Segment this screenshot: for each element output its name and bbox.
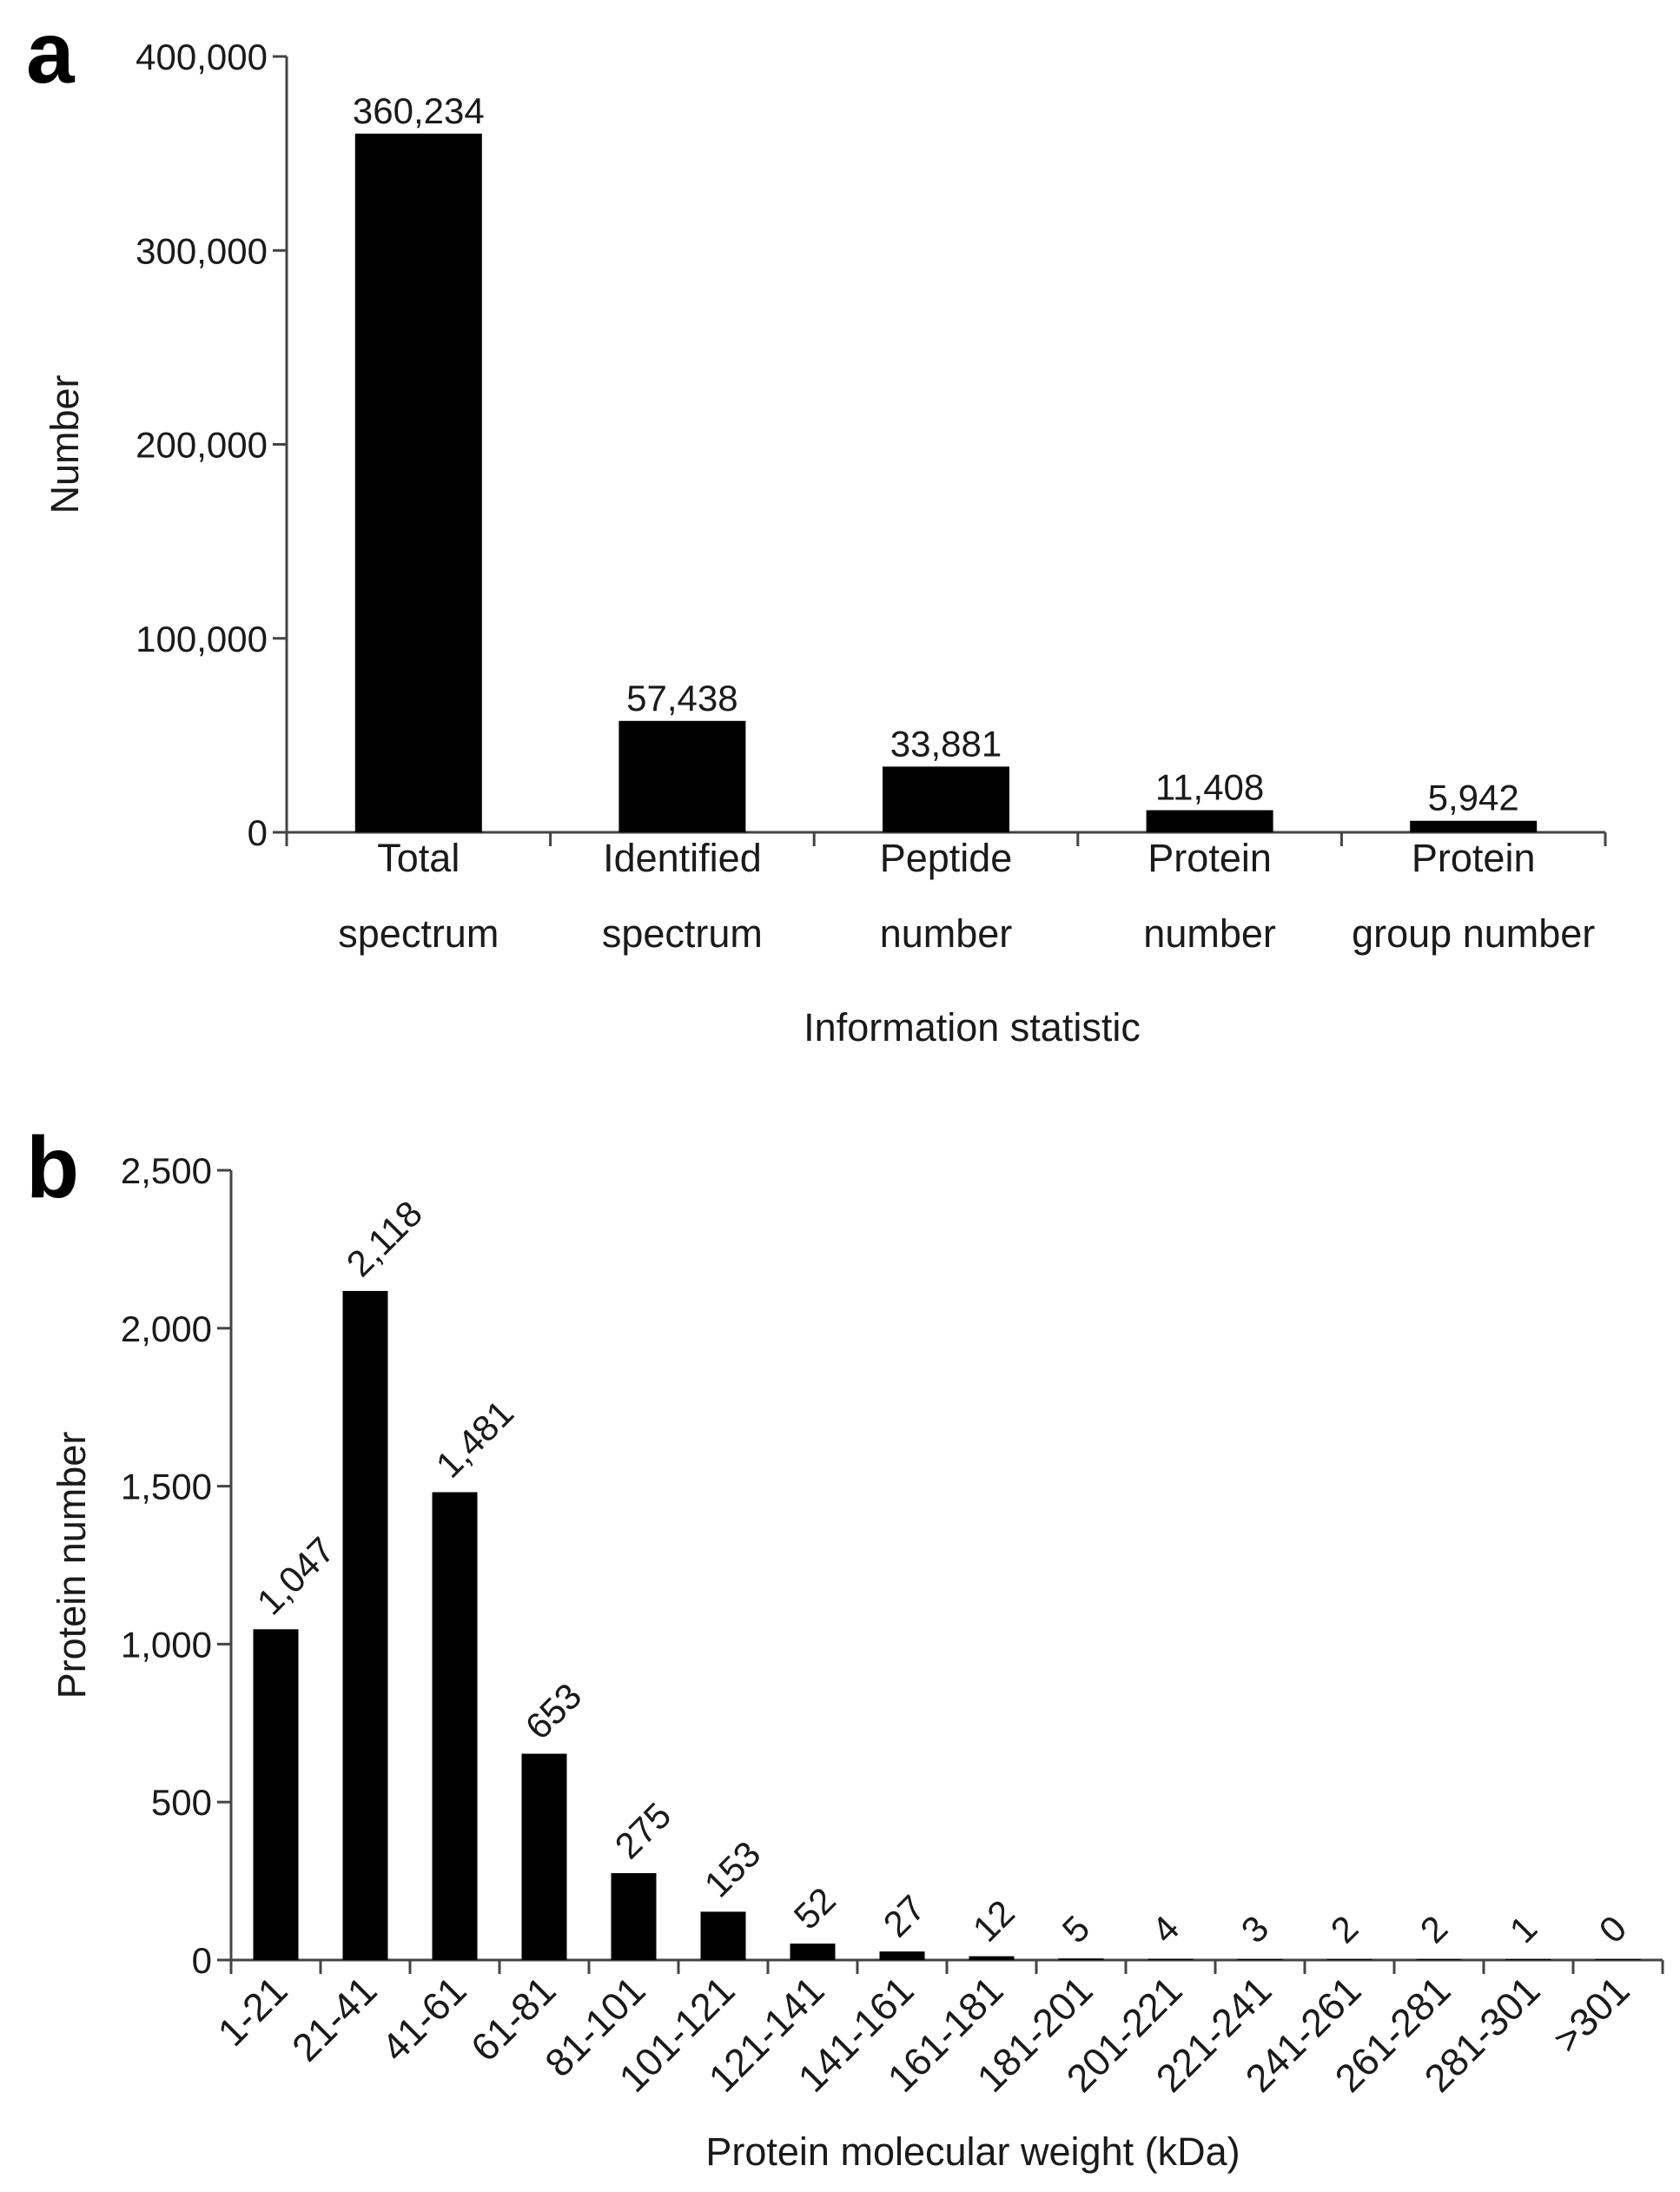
data-label: 0	[1591, 1908, 1635, 1951]
x-category-label-line1: Protein	[1148, 836, 1272, 880]
y-axis-title: Number	[43, 374, 87, 513]
data-label: 5	[1055, 1908, 1098, 1951]
bar	[1237, 1958, 1283, 1960]
bar	[618, 720, 746, 832]
bar	[1595, 1959, 1641, 1960]
bar	[1148, 1958, 1194, 1960]
y-tick-label: 500	[151, 1782, 212, 1823]
data-label: 57,438	[626, 678, 737, 719]
panel-b-letter: b	[26, 1119, 79, 1216]
x-axis-title: Information statistic	[804, 1005, 1141, 1050]
x-category-label-line1: Total	[377, 836, 460, 880]
data-label: 153	[697, 1833, 769, 1905]
x-category-label-line1: Identified	[603, 836, 762, 880]
data-label: 360,234	[353, 90, 485, 131]
bar	[1505, 1959, 1551, 1960]
data-label: 2	[1323, 1908, 1366, 1951]
bar	[969, 1956, 1015, 1960]
x-category-label: 21-41	[283, 1968, 385, 2069]
y-tick-label: 400,000	[136, 36, 268, 77]
panel-a-bar-chart: a 0 100,000 200,000 300,000 400,000 360,234 To…	[26, 4, 1607, 1050]
x-category-label-line2: spectrum	[602, 911, 763, 956]
data-label: 3	[1234, 1908, 1277, 1951]
data-label: 1,047	[249, 1529, 343, 1623]
bar	[1410, 820, 1538, 832]
data-label: 52	[786, 1879, 843, 1937]
bar	[700, 1911, 746, 1960]
x-category-label-line2: group number	[1352, 911, 1595, 956]
bar	[432, 1492, 478, 1960]
data-label: 4	[1144, 1908, 1187, 1951]
bar	[342, 1290, 388, 1960]
y-tick-label: 300,000	[136, 230, 268, 271]
x-category-label: >301	[1544, 1968, 1638, 2062]
x-category-label-line1: Peptide	[880, 836, 1013, 880]
data-label: 1	[1502, 1908, 1545, 1951]
y-tick-label: 1,500	[121, 1467, 212, 1507]
y-tick-label: 200,000	[136, 425, 268, 466]
panel-a-letter: a	[26, 4, 76, 102]
data-label: 275	[607, 1795, 679, 1867]
bar	[253, 1629, 299, 1960]
data-label: 33,881	[890, 723, 1002, 764]
data-label: 653	[518, 1675, 590, 1747]
bar	[790, 1944, 836, 1960]
data-label: 2,118	[339, 1193, 430, 1284]
x-category-label-line2: number	[1143, 911, 1276, 956]
y-tick-label: 100,000	[136, 619, 268, 659]
x-axis-title: Protein molecular weight (kDa)	[705, 2129, 1240, 2174]
data-label: 2	[1412, 1908, 1456, 1951]
y-tick-label: 2,000	[121, 1308, 212, 1349]
x-category-label: 41-61	[373, 1968, 474, 2069]
bar	[611, 1873, 657, 1960]
bar	[883, 766, 1009, 832]
data-label: 12	[965, 1892, 1022, 1950]
bar	[1058, 1958, 1104, 1960]
bar	[521, 1753, 567, 1960]
y-tick-label: 0	[192, 1940, 212, 1981]
bar	[354, 133, 482, 832]
y-tick-label: 0	[248, 812, 268, 853]
data-label: 11,408	[1155, 767, 1264, 808]
data-label: 1,481	[428, 1392, 522, 1486]
panel-b-bar-chart: b 0 500 1,000 1,500 2,000 2,500 1,047 1-21 2,118…	[26, 1119, 1664, 2174]
y-tick-label: 1,000	[121, 1624, 212, 1665]
bar	[1416, 1959, 1462, 1960]
y-tick-label: 2,500	[121, 1150, 212, 1191]
data-label: 5,942	[1428, 778, 1519, 818]
y-axis-title: Protein number	[50, 1432, 94, 1699]
bar	[1326, 1959, 1372, 1960]
bar	[1146, 810, 1273, 832]
x-category-label-line1: Protein	[1412, 836, 1536, 880]
bar	[879, 1951, 925, 1960]
data-label: 27	[876, 1887, 933, 1944]
x-category-label-line2: spectrum	[338, 911, 499, 956]
x-category-label: 1-21	[209, 1968, 296, 2055]
x-category-label-line2: number	[880, 911, 1013, 956]
